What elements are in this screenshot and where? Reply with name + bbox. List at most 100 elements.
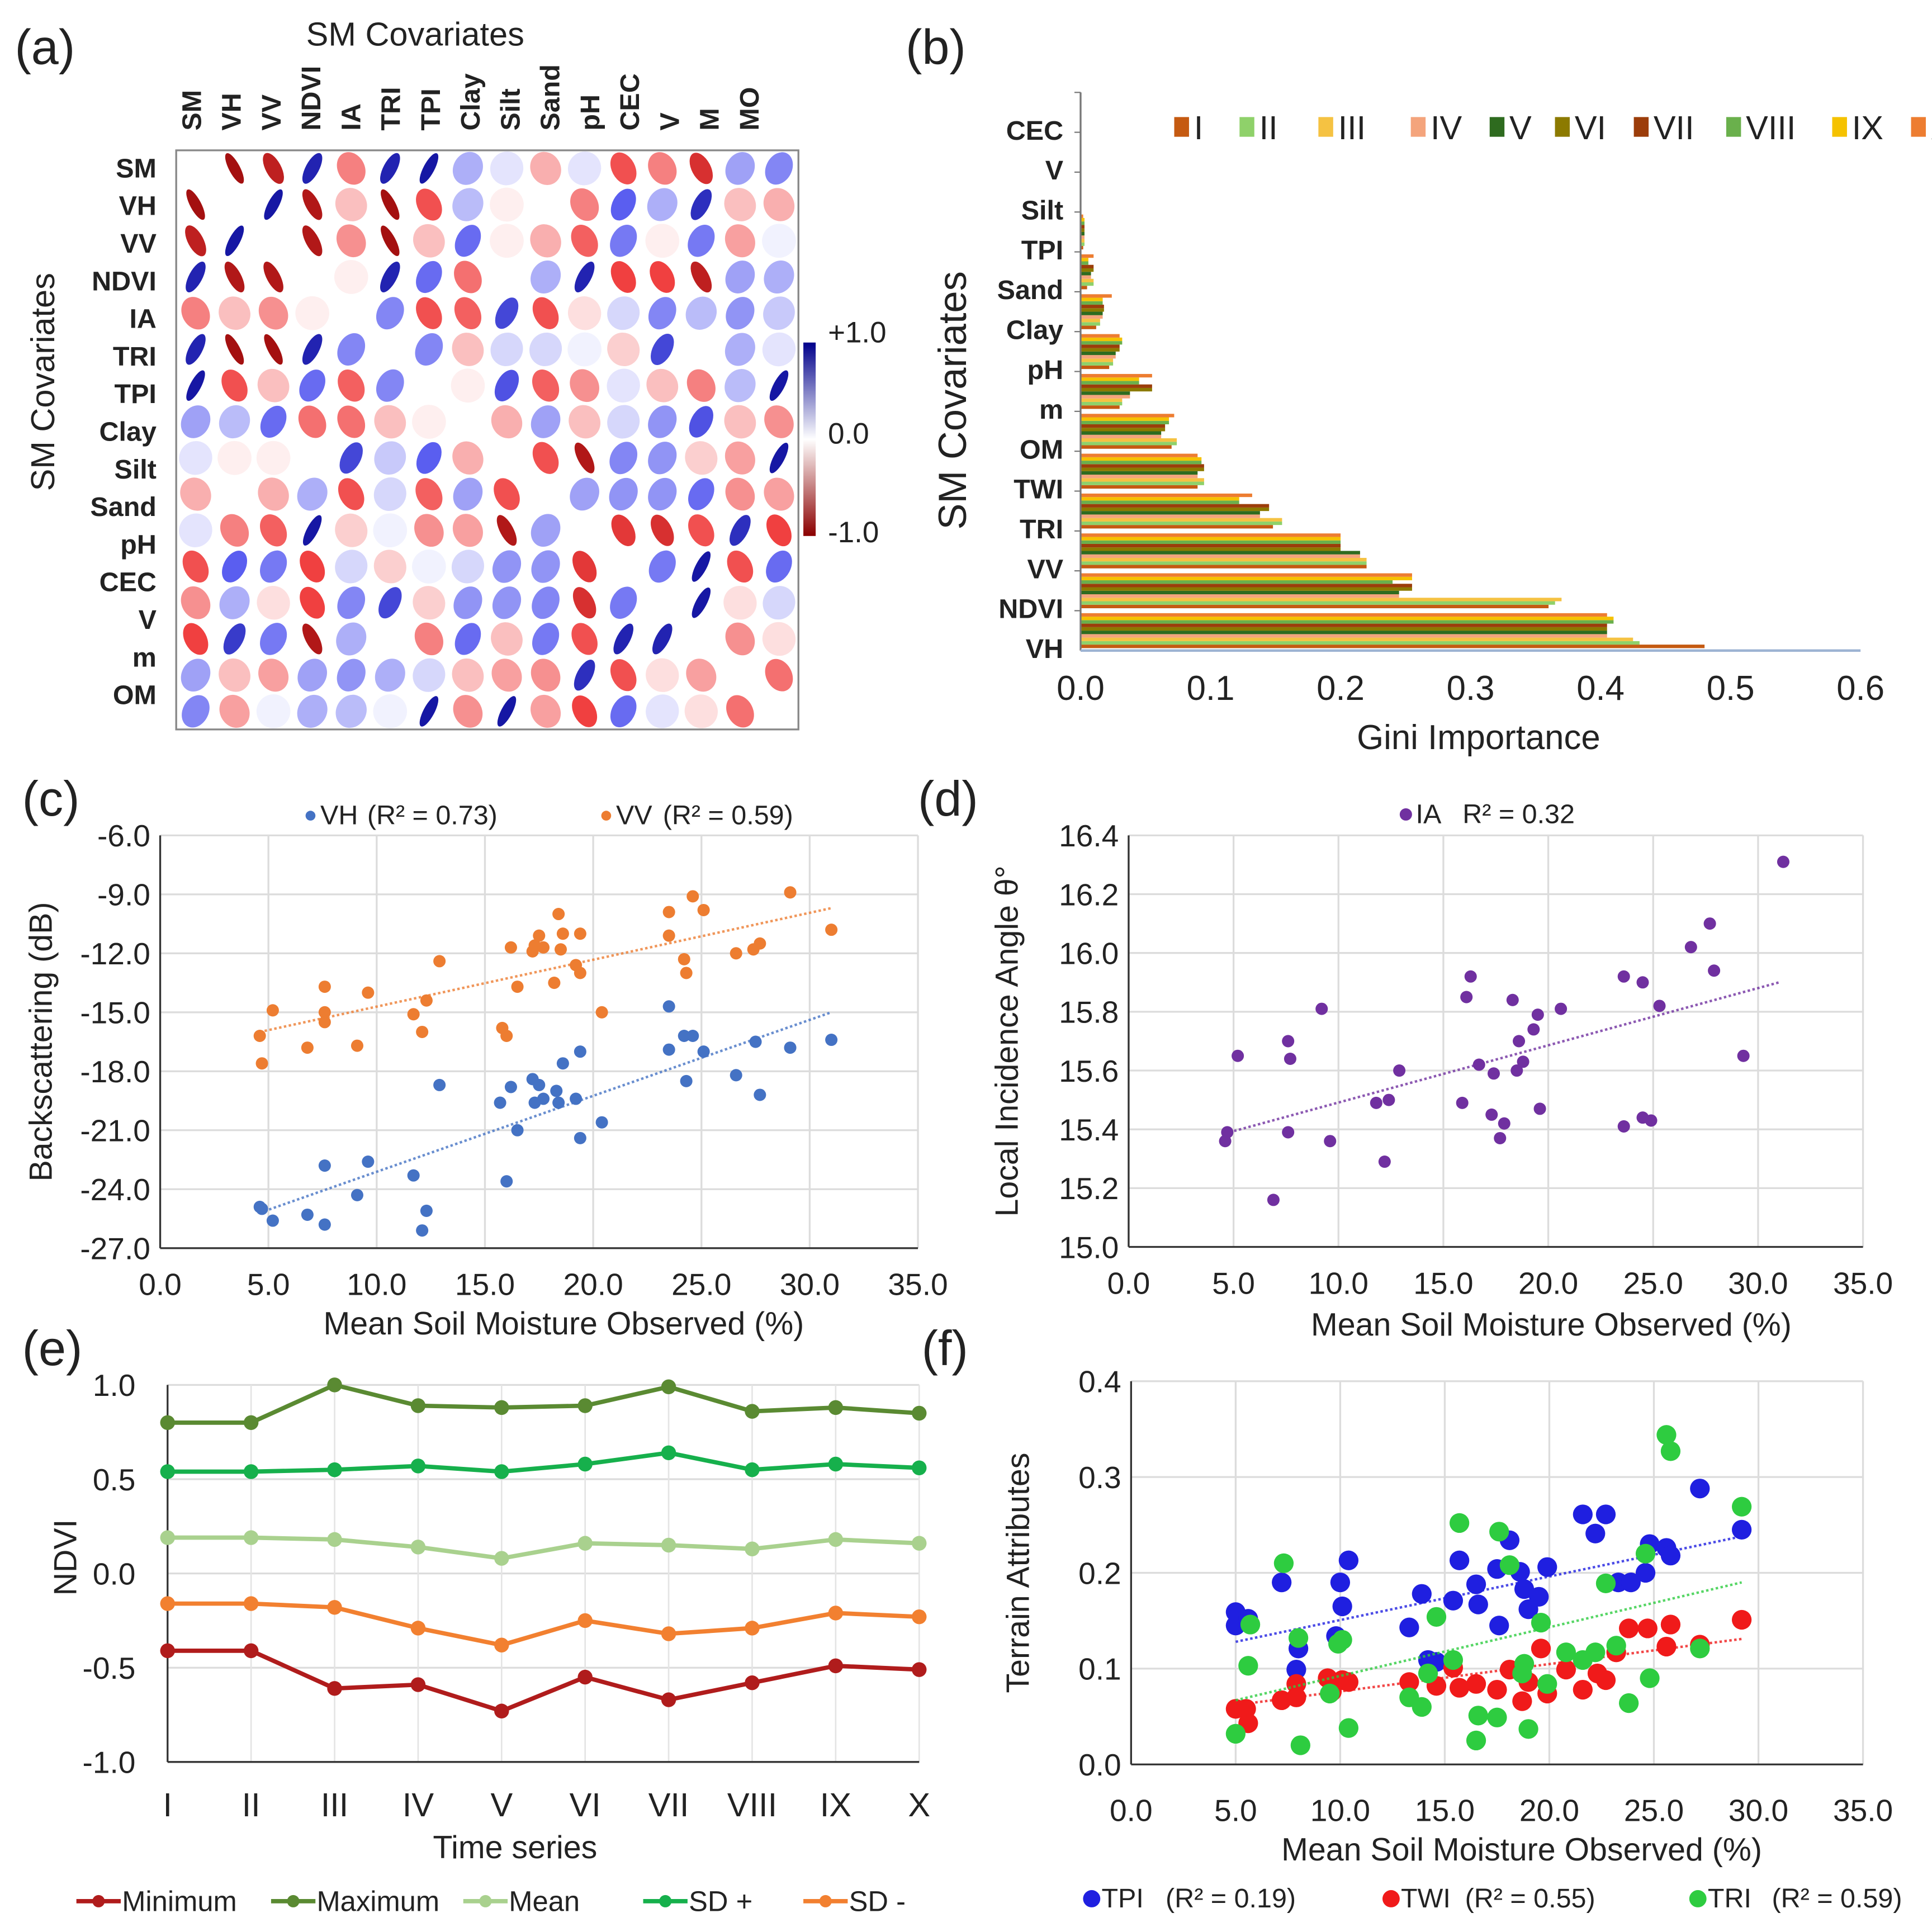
data-point bbox=[318, 1006, 331, 1019]
correlation-ellipse bbox=[219, 586, 250, 619]
data-point bbox=[1517, 1055, 1530, 1068]
data-point bbox=[1690, 1639, 1710, 1659]
correlation-ellipse bbox=[570, 477, 599, 511]
data-point bbox=[1606, 1636, 1626, 1656]
correlation-ellipse bbox=[412, 405, 446, 439]
legend-label: X bbox=[1931, 109, 1932, 146]
correlation-ellipse bbox=[415, 478, 443, 510]
correlation-ellipse bbox=[260, 623, 287, 655]
bar bbox=[1080, 507, 1270, 512]
data-point bbox=[912, 1405, 927, 1421]
y-tick-label: -12.0 bbox=[80, 936, 150, 971]
correlation-ellipse bbox=[730, 515, 751, 546]
bar bbox=[1080, 420, 1169, 425]
correlation-ellipse bbox=[217, 477, 252, 512]
correlation-ellipse bbox=[454, 623, 481, 655]
correlation-ellipse bbox=[648, 442, 677, 475]
legend-marker bbox=[1083, 1890, 1101, 1907]
correlation-ellipse bbox=[489, 259, 524, 295]
data-point bbox=[550, 1085, 563, 1097]
legend-item: VV (R² = 0.59) bbox=[601, 801, 793, 831]
y-axis-title: Terrain Attributes bbox=[1000, 1453, 1036, 1693]
correlation-ellipse bbox=[495, 297, 519, 329]
bar bbox=[1080, 377, 1139, 381]
bar bbox=[1080, 225, 1085, 229]
data-point bbox=[1426, 1607, 1447, 1627]
bar bbox=[1080, 282, 1094, 286]
data-point bbox=[1514, 1579, 1535, 1599]
data-point bbox=[577, 1536, 593, 1551]
bar bbox=[1080, 254, 1094, 258]
x-tick-label: 30.0 bbox=[780, 1267, 840, 1301]
legend-item: IA R² = 0.32 bbox=[1399, 799, 1575, 829]
data-point bbox=[1338, 1550, 1359, 1570]
correlation-ellipse bbox=[185, 225, 206, 257]
series-sd- bbox=[160, 1596, 927, 1652]
series-maximum bbox=[160, 1377, 927, 1431]
column-label: M bbox=[695, 108, 725, 130]
x-tick-label: 35.0 bbox=[1833, 1266, 1893, 1300]
correlation-ellipse bbox=[186, 262, 206, 292]
bar bbox=[1080, 355, 1116, 359]
bar bbox=[1080, 258, 1088, 262]
data-point bbox=[570, 1092, 583, 1105]
correlation-ellipse bbox=[337, 659, 366, 692]
legend-swatch bbox=[1633, 117, 1649, 137]
correlation-ellipse bbox=[530, 151, 561, 185]
data-point bbox=[1533, 1102, 1546, 1115]
correlation-ellipse bbox=[648, 405, 677, 438]
data-point bbox=[1737, 1049, 1750, 1062]
column-label: Clay bbox=[456, 73, 486, 130]
correlation-ellipse bbox=[494, 478, 520, 510]
data-point bbox=[1518, 1719, 1538, 1739]
correlation-ellipse bbox=[762, 332, 796, 367]
data-point bbox=[1513, 1035, 1526, 1048]
correlation-ellipse bbox=[571, 224, 598, 257]
row-label: m bbox=[132, 642, 157, 673]
category-label: V bbox=[1045, 155, 1063, 186]
category-label: OM bbox=[1020, 434, 1063, 465]
bar bbox=[1080, 500, 1239, 504]
series-sd- bbox=[160, 1445, 927, 1479]
data-point bbox=[1378, 1156, 1391, 1168]
x-tick-label: 25.0 bbox=[671, 1267, 731, 1301]
correlation-ellipse bbox=[646, 368, 679, 402]
correlation-ellipse bbox=[490, 187, 524, 222]
x-axis-title: Mean Soil Moisture Observed (%) bbox=[1281, 1832, 1762, 1868]
legend-label: II bbox=[1259, 109, 1278, 146]
series-tri bbox=[1225, 1425, 1752, 1755]
data-point bbox=[1731, 1497, 1752, 1517]
legend-marker bbox=[659, 1895, 672, 1907]
correlation-ellipse bbox=[260, 405, 287, 438]
data-point bbox=[494, 1096, 506, 1109]
correlation-ellipse bbox=[256, 694, 291, 728]
correlation-ellipse bbox=[380, 262, 400, 292]
data-point bbox=[745, 1541, 760, 1556]
correlation-ellipse bbox=[567, 296, 602, 330]
x-tick-label: 0.5 bbox=[1707, 669, 1755, 708]
y-tick-label: 0.0 bbox=[1078, 1748, 1121, 1782]
correlation-ellipse bbox=[685, 441, 718, 475]
correlation-ellipse bbox=[652, 623, 673, 655]
data-point bbox=[1653, 1000, 1666, 1012]
legend-series-name: TRI bbox=[1708, 1883, 1751, 1914]
data-point bbox=[1485, 1108, 1498, 1121]
data-point bbox=[1449, 1550, 1470, 1570]
correlation-ellipse bbox=[295, 296, 329, 330]
correlation-ellipse bbox=[415, 333, 443, 366]
correlation-ellipse bbox=[648, 550, 676, 583]
legend-marker bbox=[479, 1895, 492, 1907]
bar bbox=[1080, 565, 1367, 569]
data-point bbox=[410, 1621, 426, 1636]
panel-label-b: (b) bbox=[906, 20, 966, 75]
data-point bbox=[407, 1169, 420, 1182]
data-point bbox=[1512, 1691, 1532, 1711]
data-point bbox=[1468, 1706, 1488, 1726]
data-point bbox=[1635, 1543, 1656, 1564]
correlation-ellipse bbox=[491, 659, 522, 692]
correlation-ellipse bbox=[690, 261, 712, 293]
bar bbox=[1080, 637, 1633, 641]
correlation-ellipse bbox=[413, 658, 446, 692]
correlation-ellipse bbox=[381, 189, 400, 220]
bar bbox=[1080, 481, 1204, 485]
